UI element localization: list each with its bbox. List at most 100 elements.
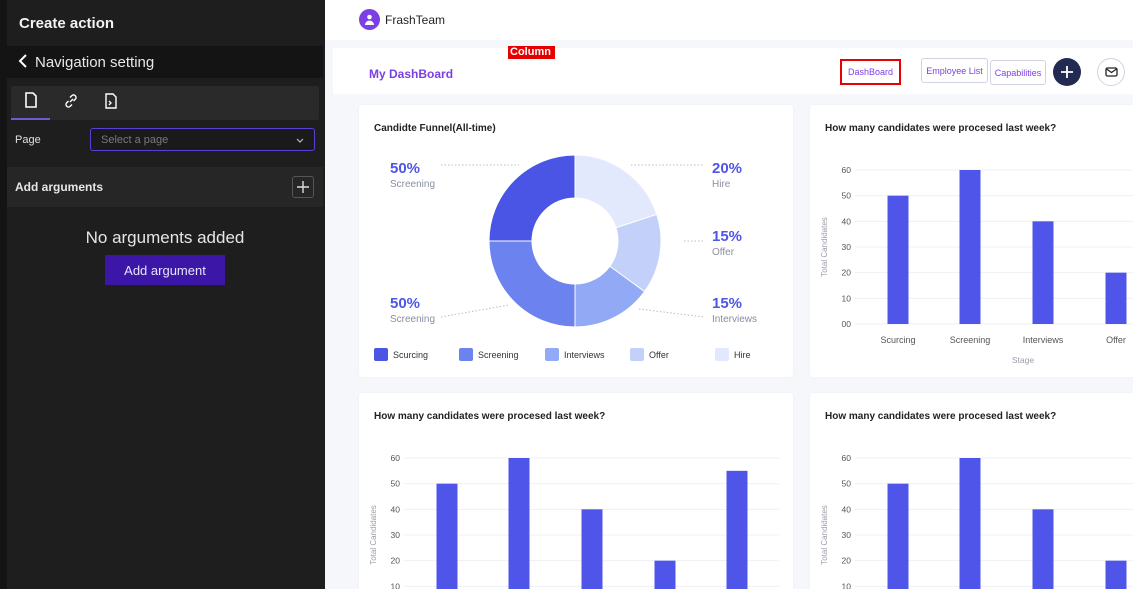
y-tick-label: 30 [391,530,401,540]
bar [436,483,458,589]
bar [1105,560,1127,589]
x-tick-label: Scurcing [880,335,915,345]
pct-hire: 20% [712,160,743,177]
bar-chart-title: How many candidates were procesed last w… [825,411,1057,422]
bar-chart-title: How many candidates were procesed last w… [374,411,606,422]
y-tick-label: 00 [842,319,852,329]
donut-slice-hire [574,154,658,229]
label-interviews: Interviews [712,314,758,325]
page-select[interactable]: Select a page [90,128,315,151]
y-axis-label: Total Candidates [820,217,829,277]
legend-swatch [630,348,644,361]
funnel-donut-chart [440,154,705,328]
y-tick-label: 20 [842,268,852,278]
pct-screening-bottom: 50% [390,295,421,312]
add-button[interactable] [1053,58,1081,86]
no-arguments-message: No arguments added [85,228,245,247]
bar [959,458,981,589]
bar [887,483,909,589]
panel-edge [0,0,7,589]
page-title: My DashBoard [369,67,454,81]
label-hire: Hire [712,179,731,190]
donut-slice-scurcing [488,154,576,242]
logo-icon [359,9,380,30]
leader-line [440,304,510,318]
y-tick-label: 50 [842,191,852,201]
navigation-setting-header[interactable]: Navigation setting [7,46,323,78]
chevron-left-icon[interactable] [17,53,31,71]
employee-list-button[interactable]: Employee List [921,58,988,83]
y-tick-label: 40 [842,216,852,226]
bar-chart-1: 00 10 20 30 40 50 60 Total Candidates Scurcing Sc… [820,165,1133,365]
pct-screening-top: 50% [390,160,421,177]
label-offer: Offer [712,247,735,258]
legend-offer: Offer [630,348,669,361]
x-tick-label: Interviews [1023,335,1064,345]
bar-chart-card-1: How many candidates were procesed last w… [810,105,1133,377]
bar [726,470,748,589]
y-tick-label: 10 [842,293,852,303]
y-tick-label: 50 [842,479,852,489]
donut-slice-screening [488,240,576,328]
label-screening-top: Screening [390,179,436,190]
bar [1105,272,1127,324]
legend-swatch [545,348,559,361]
legend-swatch [715,348,729,361]
bar-chart-card-2: How many candidates were procesed last w… [359,393,793,589]
mail-button[interactable] [1097,58,1125,86]
page-icon [24,91,38,113]
pct-offer: 15% [712,228,743,245]
bar [1032,509,1054,589]
leader-line [638,308,705,318]
y-tick-label: 60 [391,453,401,463]
legend-label: Offer [649,349,669,360]
legend-label: Scurcing [393,349,429,360]
bar [887,195,909,324]
app-topbar: FrashTeam [325,0,1133,40]
y-tick-label: 50 [391,479,401,489]
tab-file[interactable] [91,86,130,120]
navigation-setting-label: Navigation setting [35,53,155,71]
candidate-funnel-card: Candidte Funnel(All-time) 50% Screening … [359,105,793,377]
dashboard-button[interactable]: DashBoard [840,59,901,85]
legend-label: Hire [734,349,751,360]
add-argument-plus-button[interactable] [292,176,314,198]
legend-hire: Hire [715,348,751,361]
chevron-down-icon [296,135,304,145]
x-tick-label: Screening [950,335,991,345]
legend-scurcing: Scurcing [374,348,428,361]
funnel-title: Candidte Funnel(All-time) [374,123,496,134]
y-tick-label: 20 [842,556,852,566]
arguments-title: Add arguments [15,180,104,194]
arguments-section: Add arguments [7,167,323,207]
y-tick-label: 20 [391,556,401,566]
page-select-placeholder: Select a page [101,133,169,146]
tab-page[interactable] [11,86,50,120]
legend-label: Interviews [564,349,605,360]
y-tick-label: 40 [391,504,401,514]
bar [654,560,676,589]
y-tick-label: 60 [842,165,852,175]
capabilities-button[interactable]: Capabilities [990,60,1046,85]
legend-swatch [374,348,388,361]
legend-interviews: Interviews [545,348,605,361]
action-type-tabs [11,86,319,120]
tab-link[interactable] [51,86,90,120]
y-tick-label: 30 [842,242,852,252]
file-icon [104,92,118,114]
legend-swatch [459,348,473,361]
x-axis-label: Stage [1012,355,1034,365]
action-panel: Create action Navigation setting Page Se… [0,0,325,589]
panel-title: Create action [19,15,115,32]
bar-chart-title: How many candidates were procesed last w… [825,123,1057,134]
link-icon [63,93,79,114]
pct-interviews: 15% [712,295,743,312]
add-argument-button[interactable]: Add argument [105,255,225,285]
brand-name: FrashTeam [385,13,446,27]
page-label: Page [15,134,41,146]
mail-icon [1104,67,1118,77]
bar-chart-2: 10 20 30 40 50 60 Total Candidates [369,453,779,589]
bar [959,170,981,324]
label-screening-bottom: Screening [390,314,436,325]
y-axis-label: Total Candidates [369,505,378,565]
